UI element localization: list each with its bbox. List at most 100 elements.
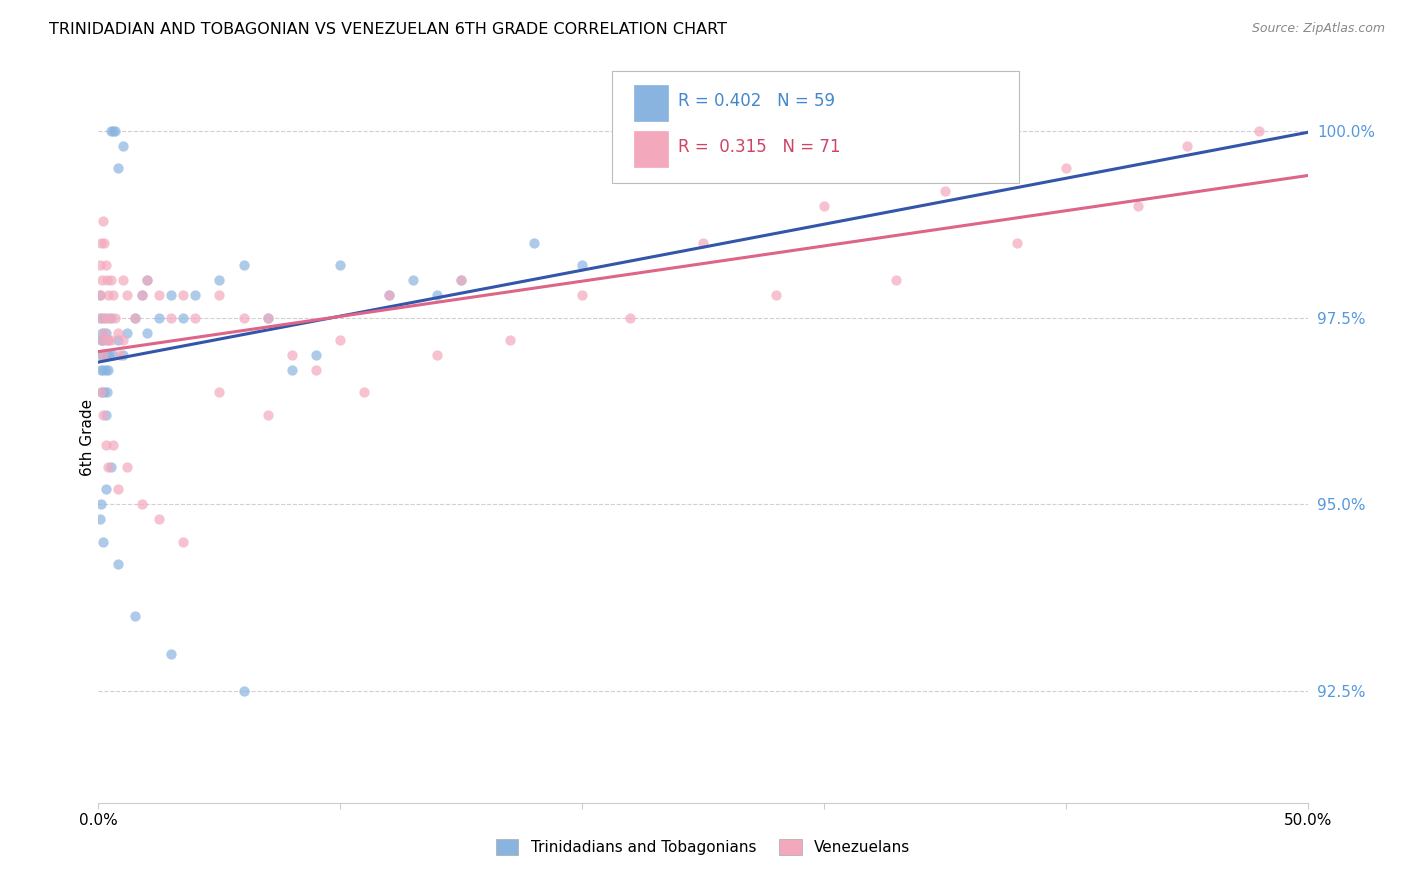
Point xyxy=(93,385,115,400)
Point xyxy=(329,259,352,273)
Point xyxy=(90,333,112,347)
Point xyxy=(571,288,593,302)
Point xyxy=(96,348,118,362)
Point xyxy=(90,235,112,250)
Point xyxy=(93,310,115,325)
Point xyxy=(107,326,129,340)
Point xyxy=(426,288,449,302)
Point xyxy=(1175,139,1198,153)
Point xyxy=(104,310,127,325)
Point xyxy=(305,348,328,362)
Point xyxy=(91,348,114,362)
Text: Source: ZipAtlas.com: Source: ZipAtlas.com xyxy=(1251,22,1385,36)
Point xyxy=(148,288,170,302)
Point xyxy=(305,363,328,377)
Point xyxy=(160,310,183,325)
Point xyxy=(172,310,194,325)
Point xyxy=(886,273,908,287)
Point xyxy=(107,483,129,497)
Point xyxy=(98,310,121,325)
Point xyxy=(90,385,112,400)
Point xyxy=(104,124,127,138)
Point xyxy=(97,363,120,377)
Point xyxy=(131,288,153,302)
Point xyxy=(131,497,153,511)
Point xyxy=(160,288,183,302)
Point xyxy=(135,326,157,340)
Point xyxy=(450,273,472,287)
Point xyxy=(184,288,207,302)
Point xyxy=(281,363,304,377)
Point xyxy=(124,310,146,325)
Point xyxy=(256,310,278,325)
Point xyxy=(124,609,146,624)
Point xyxy=(402,273,425,287)
Point xyxy=(160,647,183,661)
Point xyxy=(100,273,122,287)
Point xyxy=(117,459,139,474)
Point xyxy=(184,310,207,325)
Point xyxy=(94,310,117,325)
Point xyxy=(101,437,124,451)
Point xyxy=(232,259,254,273)
Point xyxy=(329,333,352,347)
Point xyxy=(91,348,114,362)
Point xyxy=(94,259,117,273)
Legend: Trinidadians and Tobagonians, Venezuelans: Trinidadians and Tobagonians, Venezuelan… xyxy=(489,833,917,861)
Point xyxy=(523,235,546,250)
Point xyxy=(135,273,157,287)
Point xyxy=(813,199,835,213)
Point xyxy=(107,333,129,347)
Point xyxy=(232,683,254,698)
Point xyxy=(93,326,115,340)
Point xyxy=(1128,199,1150,213)
Point xyxy=(97,333,120,347)
Point xyxy=(89,259,111,273)
Point xyxy=(91,408,114,422)
Point xyxy=(89,288,111,302)
Point xyxy=(692,235,714,250)
Point xyxy=(89,310,111,325)
Point xyxy=(281,348,304,362)
Text: R = 0.402   N = 59: R = 0.402 N = 59 xyxy=(678,92,835,111)
Point xyxy=(101,124,124,138)
Point xyxy=(117,326,139,340)
Point xyxy=(91,213,114,227)
Point xyxy=(619,310,641,325)
Point xyxy=(208,273,231,287)
Point xyxy=(97,288,120,302)
Point xyxy=(208,385,231,400)
Point xyxy=(208,288,231,302)
Point xyxy=(96,333,118,347)
Point xyxy=(100,459,122,474)
Point xyxy=(1249,124,1271,138)
Point xyxy=(94,326,117,340)
Point xyxy=(94,483,117,497)
Point xyxy=(100,333,122,347)
Point xyxy=(1007,235,1029,250)
Point xyxy=(100,310,122,325)
Point xyxy=(101,348,124,362)
Point xyxy=(111,348,134,362)
Point xyxy=(256,310,278,325)
Point xyxy=(111,139,134,153)
Y-axis label: 6th Grade: 6th Grade xyxy=(80,399,94,475)
Point xyxy=(94,363,117,377)
Point xyxy=(232,310,254,325)
Point xyxy=(117,288,139,302)
Point xyxy=(450,273,472,287)
Point xyxy=(111,333,134,347)
Point xyxy=(172,534,194,549)
Point xyxy=(571,259,593,273)
Point xyxy=(148,310,170,325)
Point xyxy=(91,385,114,400)
Point xyxy=(97,459,120,474)
Point xyxy=(124,310,146,325)
Point xyxy=(101,288,124,302)
Point xyxy=(100,124,122,138)
Text: R =  0.315   N = 71: R = 0.315 N = 71 xyxy=(678,138,841,156)
Point xyxy=(91,363,114,377)
Point xyxy=(91,534,114,549)
Text: TRINIDADIAN AND TOBAGONIAN VS VENEZUELAN 6TH GRADE CORRELATION CHART: TRINIDADIAN AND TOBAGONIAN VS VENEZUELAN… xyxy=(49,22,727,37)
Point xyxy=(131,288,153,302)
